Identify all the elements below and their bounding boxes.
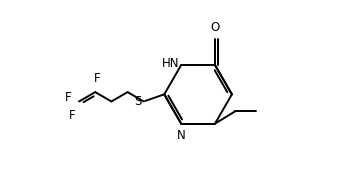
- Text: F: F: [65, 91, 72, 104]
- Text: O: O: [210, 21, 220, 34]
- Text: N: N: [177, 129, 186, 142]
- Text: F: F: [94, 72, 100, 85]
- Text: HN: HN: [162, 57, 179, 70]
- Text: S: S: [134, 95, 142, 108]
- Text: F: F: [69, 109, 75, 122]
